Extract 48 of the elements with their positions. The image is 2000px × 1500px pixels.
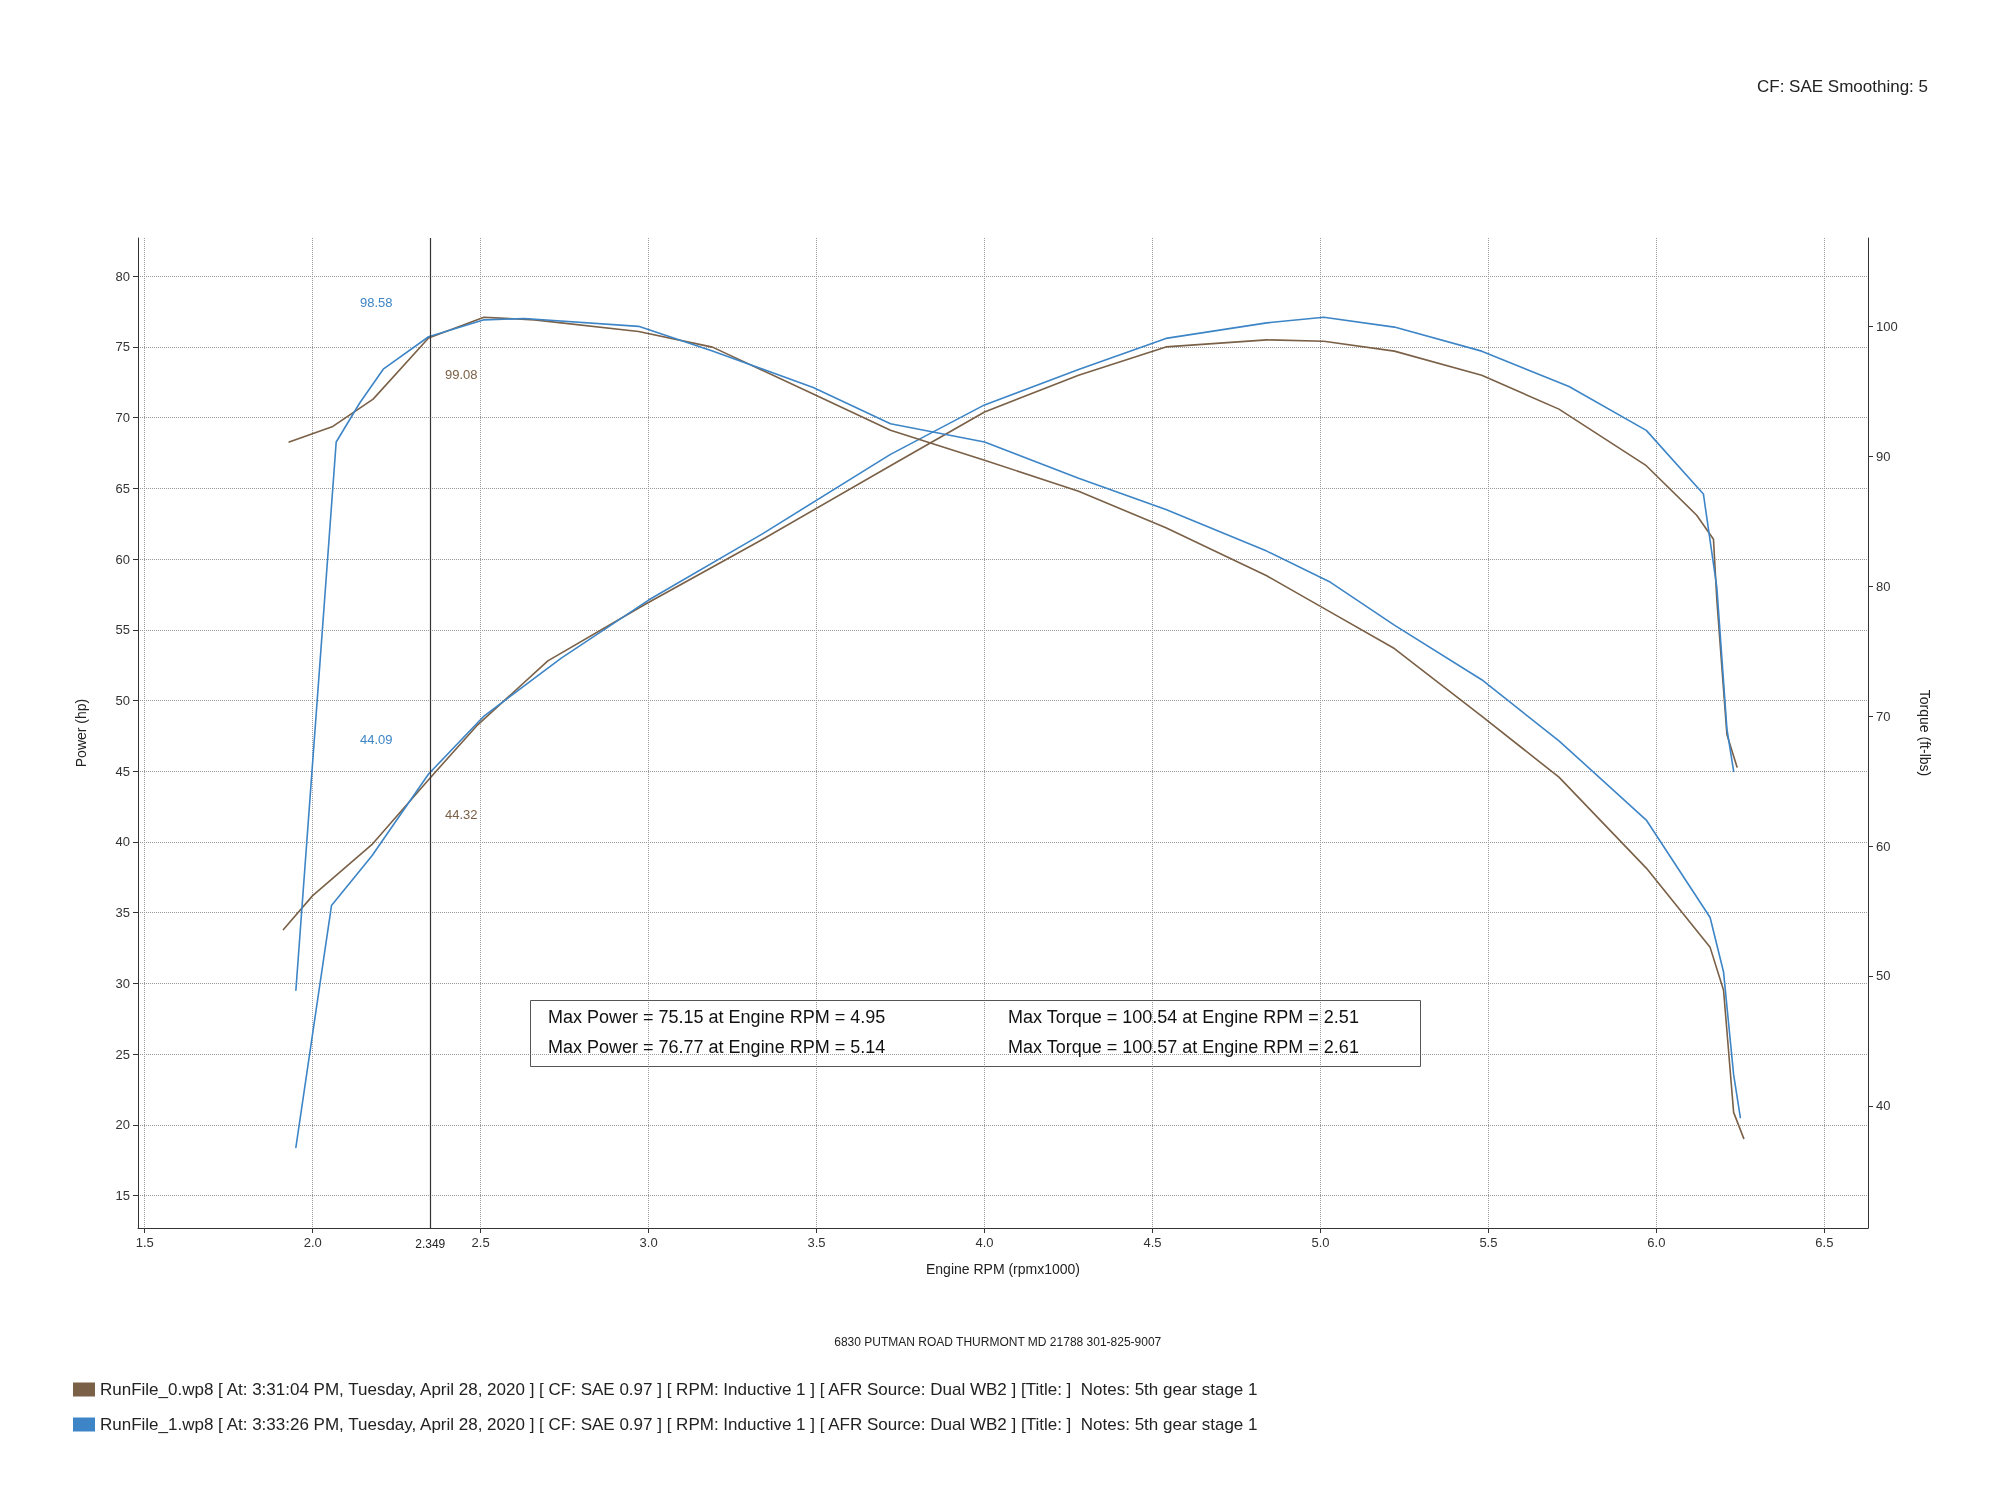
y-tick-label: 25 <box>115 1046 130 1062</box>
legend-label: RunFile_0.wp8 [ At: 3:31:04 PM, Tuesday, April 28, 2020 ] [ CF: SAE 0.97 ] [ RPM: Inductive 1 ] [ AFR Source: Dual WB2 ] [Title: ] Notes: 5th gear stage 1 <box>100 1380 1258 1399</box>
y-tick-label: 80 <box>115 268 130 284</box>
x-tick-label: 3.5 <box>807 1235 826 1250</box>
text: CF: SAE Smoothing: 5 <box>1756 77 1929 96</box>
y2-tick-label: 90 <box>1876 448 1891 464</box>
y-tick-label: 15 <box>115 1187 130 1203</box>
y-tick-label: 70 <box>115 410 130 426</box>
annotation: Max Power = 75.15 at Engine RPM = 4.95 <box>548 1007 886 1027</box>
y-tick-label: 30 <box>115 975 130 991</box>
annotation: Max Torque = 100.57 at Engine RPM = 2.61 <box>1008 1037 1359 1057</box>
legend-label: RunFile_1.wp8 [ At: 3:33:26 PM, Tuesday, April 28, 2020 ] [ CF: SAE 0.97 ] [ RPM: Inductive 1 ] [ AFR Source: Dual WB2 ] [Title: ] Notes: 5th gear stage 1 <box>100 1415 1258 1434</box>
y-tick-label: 65 <box>115 480 130 496</box>
x-tick-label: 2.0 <box>303 1235 322 1250</box>
x-tick-label: 5.5 <box>1479 1235 1498 1250</box>
text: 6830 PUTMAN ROAD THURMONT MD 21788 301-825-9007 <box>834 1335 1162 1349</box>
y-tick-label: 20 <box>115 1117 130 1133</box>
x-tick-label: 6.0 <box>1647 1235 1666 1250</box>
x-axis-title: Engine RPM (rpmx1000) <box>925 1261 1081 1277</box>
y2-tick-label: 50 <box>1876 968 1891 984</box>
y2-axis-title: Torque (ft-lbs) <box>1917 689 1933 777</box>
y-axis-title: Power (hp) <box>73 698 89 768</box>
x-tick-label: 5.0 <box>1311 1235 1330 1250</box>
annotation: 99.08 <box>444 366 478 382</box>
annotation: Max Power = 76.77 at Engine RPM = 5.14 <box>548 1037 886 1057</box>
y-tick-label: 60 <box>115 551 130 567</box>
y2-tick-label: 100 <box>1876 318 1898 334</box>
y-tick-label: 40 <box>115 834 130 850</box>
y-tick-label: 50 <box>115 692 130 708</box>
y-tick-label: 45 <box>115 763 130 779</box>
x-tick-label: 3.0 <box>639 1235 658 1250</box>
x-tick-label: 6.5 <box>1815 1235 1834 1250</box>
y-tick-label: 35 <box>115 905 130 921</box>
y2-tick-label: 80 <box>1876 578 1891 594</box>
y-tick-label: 75 <box>115 339 130 355</box>
y2-tick-label: 60 <box>1876 838 1891 854</box>
y-tick-label: 55 <box>115 622 130 638</box>
x-tick-label: 4.5 <box>1143 1235 1162 1250</box>
annotation: Max Torque = 100.54 at Engine RPM = 2.51 <box>1008 1007 1359 1027</box>
x-tick-label: 2.5 <box>471 1235 490 1250</box>
x-tick-label: 4.0 <box>975 1235 994 1250</box>
x-tick-label: 1.5 <box>135 1235 154 1250</box>
annotation: 44.09 <box>359 731 393 747</box>
annotation: 44.32 <box>444 807 478 823</box>
annotation: 98.58 <box>359 295 393 311</box>
y2-tick-label: 40 <box>1876 1098 1891 1114</box>
y2-tick-label: 70 <box>1876 708 1891 724</box>
ref-line-label: 2.349 <box>415 1237 446 1251</box>
